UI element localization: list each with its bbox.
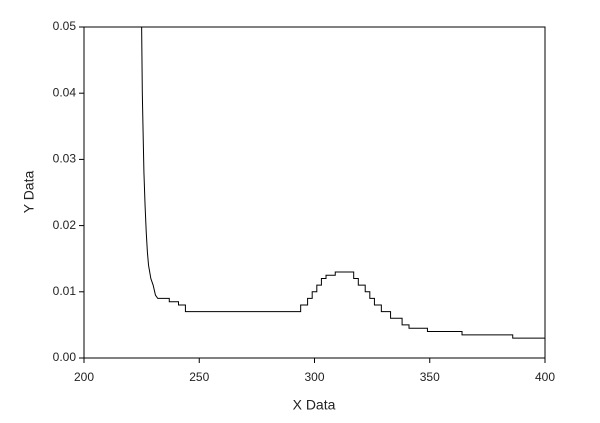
y-axis-title: Y Data bbox=[21, 171, 37, 214]
x-tick-label: 250 bbox=[189, 370, 209, 384]
x-tick-label: 400 bbox=[535, 370, 555, 384]
y-tick-label: 0.03 bbox=[53, 152, 77, 166]
y-tick-label: 0.04 bbox=[53, 85, 77, 99]
x-tick-label: 350 bbox=[420, 370, 440, 384]
plot-frame bbox=[83, 26, 546, 359]
y-tick-label: 0.01 bbox=[53, 284, 77, 298]
y-tick-label: 0.00 bbox=[53, 350, 77, 364]
y-tick-label: 0.05 bbox=[53, 19, 77, 33]
x-tick-label: 300 bbox=[304, 370, 324, 384]
x-tick-label: 200 bbox=[74, 370, 94, 384]
y-tick-label: 0.02 bbox=[53, 218, 77, 232]
data-line bbox=[141, 26, 545, 339]
x-axis-title: X Data bbox=[293, 397, 336, 413]
